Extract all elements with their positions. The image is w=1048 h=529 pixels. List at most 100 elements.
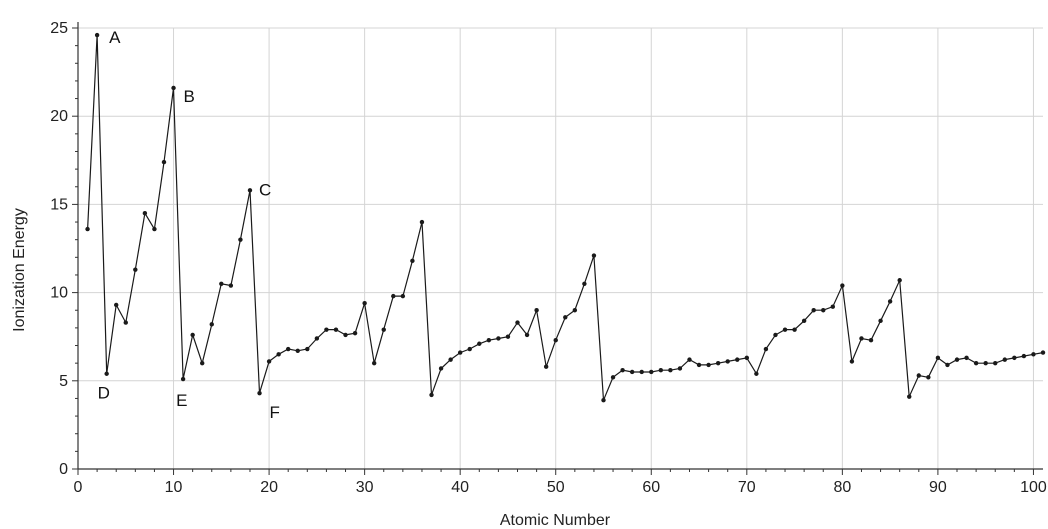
data-point bbox=[840, 283, 845, 288]
data-point bbox=[324, 327, 329, 332]
data-point bbox=[190, 332, 195, 338]
data-point bbox=[448, 357, 453, 362]
x-tick-label: 30 bbox=[356, 479, 374, 496]
data-point bbox=[161, 159, 167, 165]
data-point bbox=[171, 85, 176, 91]
data-point bbox=[658, 368, 664, 373]
x-tick-label: 20 bbox=[260, 479, 278, 496]
x-tick-label: 40 bbox=[451, 479, 469, 496]
x-axis-title: Atomic Number bbox=[500, 512, 611, 529]
x-tick-label: 100 bbox=[1020, 479, 1047, 496]
data-point bbox=[620, 368, 625, 373]
data-point bbox=[467, 346, 472, 352]
data-point bbox=[496, 336, 501, 341]
data-point bbox=[629, 369, 635, 375]
data-point bbox=[754, 371, 759, 376]
data-point bbox=[285, 346, 291, 352]
data-point bbox=[677, 366, 683, 371]
data-point bbox=[123, 320, 128, 325]
data-point bbox=[457, 350, 463, 355]
data-point bbox=[1002, 357, 1007, 362]
data-point bbox=[715, 360, 721, 366]
y-tick-label: 0 bbox=[59, 461, 68, 478]
data-point bbox=[371, 360, 377, 366]
data-point bbox=[238, 237, 243, 242]
data-point bbox=[811, 308, 816, 313]
data-point bbox=[1021, 353, 1027, 359]
data-point bbox=[907, 394, 912, 399]
data-point bbox=[935, 355, 941, 361]
data-point bbox=[104, 371, 109, 376]
data-point bbox=[534, 308, 539, 313]
data-point bbox=[266, 359, 272, 364]
data-point bbox=[515, 320, 520, 325]
y-tick-label: 15 bbox=[50, 196, 68, 213]
data-point bbox=[668, 368, 673, 373]
data-point bbox=[830, 304, 836, 309]
series-line bbox=[87, 35, 1044, 401]
data-point bbox=[792, 327, 797, 332]
data-point bbox=[352, 330, 358, 336]
data-point bbox=[343, 332, 348, 338]
data-point bbox=[419, 219, 425, 225]
data-point bbox=[696, 362, 702, 368]
y-tick-label: 20 bbox=[50, 108, 68, 125]
data-point bbox=[362, 300, 367, 306]
y-tick-label: 5 bbox=[59, 373, 68, 390]
grid bbox=[78, 27, 1043, 469]
x-tick-label: 0 bbox=[74, 479, 83, 496]
data-point bbox=[133, 267, 138, 272]
data-point bbox=[543, 364, 549, 369]
annotations: A B C D E F bbox=[98, 28, 280, 422]
data-point bbox=[649, 369, 654, 375]
data-point bbox=[993, 360, 998, 366]
data-point bbox=[973, 360, 979, 366]
data-point bbox=[247, 188, 253, 193]
data-point bbox=[391, 293, 396, 299]
data-point bbox=[94, 32, 100, 38]
data-point bbox=[744, 355, 750, 361]
x-tick-label: 70 bbox=[738, 479, 756, 496]
x-tick-label: 60 bbox=[642, 479, 660, 496]
x-tick-label: 90 bbox=[929, 479, 947, 496]
data-point bbox=[438, 366, 444, 371]
data-point bbox=[735, 357, 740, 362]
data-point bbox=[410, 258, 415, 264]
annotation-e: E bbox=[176, 391, 187, 410]
data-point bbox=[706, 362, 711, 368]
data-point bbox=[228, 283, 234, 288]
data-point bbox=[887, 299, 893, 304]
data-point bbox=[1040, 350, 1046, 355]
data-point bbox=[983, 360, 988, 366]
data-point bbox=[725, 359, 730, 364]
data-point bbox=[400, 293, 406, 299]
data-point bbox=[773, 332, 778, 338]
data-point bbox=[429, 392, 434, 398]
annotation-b: B bbox=[184, 87, 195, 106]
data-point bbox=[152, 226, 157, 232]
data-point bbox=[601, 398, 606, 403]
data-point bbox=[964, 355, 969, 361]
data-point bbox=[553, 338, 558, 343]
data-point bbox=[821, 308, 826, 313]
data-point bbox=[85, 226, 90, 232]
data-point bbox=[954, 357, 960, 362]
annotation-d: D bbox=[98, 384, 110, 403]
data-point bbox=[295, 348, 300, 354]
data-point bbox=[878, 318, 883, 324]
y-tick-label: 10 bbox=[50, 285, 68, 302]
data-point bbox=[801, 318, 807, 324]
data-point bbox=[563, 315, 568, 320]
data-point bbox=[572, 308, 578, 313]
data-point bbox=[486, 338, 492, 343]
tick-labels: 0 10 20 30 40 50 60 70 80 90 100 0 5 10 15 20 25 bbox=[50, 20, 1047, 496]
x-tick-label: 10 bbox=[165, 479, 183, 496]
data-point bbox=[639, 369, 644, 375]
data-point bbox=[763, 346, 769, 352]
data-point bbox=[180, 376, 186, 382]
data-point bbox=[868, 338, 874, 343]
data-point bbox=[209, 322, 214, 327]
data-point bbox=[610, 375, 616, 380]
data-point bbox=[333, 327, 339, 332]
